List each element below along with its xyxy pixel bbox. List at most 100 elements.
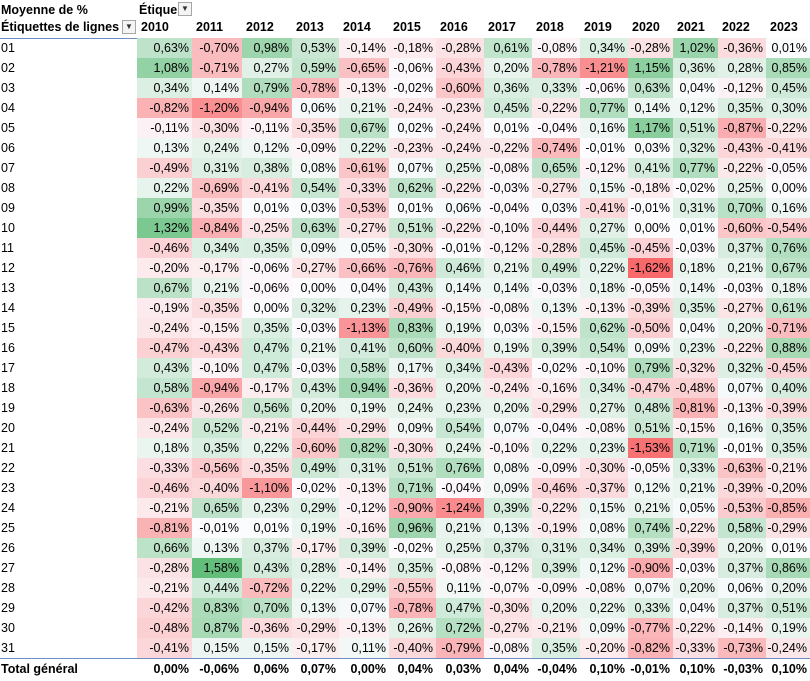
row-label[interactable]: 22 — [1, 461, 15, 475]
value-cell[interactable]: -0,01% — [192, 518, 242, 538]
value-cell[interactable]: 0,62% — [580, 318, 628, 338]
value-cell[interactable]: -0,40% — [192, 478, 242, 498]
value-cell[interactable]: 0,45% — [766, 78, 810, 98]
value-cell[interactable]: -0,13% — [339, 618, 389, 638]
value-cell[interactable]: 0,21% — [628, 498, 673, 518]
total-cell[interactable]: 0,10% — [771, 662, 807, 676]
value-cell[interactable]: 0,35% — [242, 318, 292, 338]
value-cell[interactable]: -0,44% — [532, 218, 580, 238]
value-cell[interactable]: -0,22% — [766, 118, 810, 138]
value-cell[interactable]: 0,14% — [436, 278, 484, 298]
value-cell[interactable]: 0,22% — [339, 138, 389, 158]
value-cell[interactable]: -0,18% — [628, 178, 673, 198]
value-cell[interactable]: -0,20% — [580, 638, 628, 658]
value-cell[interactable]: 0,20% — [718, 538, 766, 558]
value-cell[interactable]: 0,77% — [673, 158, 718, 178]
row-label[interactable]: 07 — [1, 161, 15, 175]
value-cell[interactable]: -0,35% — [192, 198, 242, 218]
value-cell[interactable]: -0,17% — [242, 378, 292, 398]
value-cell[interactable]: -0,02% — [292, 478, 339, 498]
value-cell[interactable]: 0,30% — [766, 98, 810, 118]
value-cell[interactable]: -0,16% — [339, 518, 389, 538]
total-cell[interactable]: -0,06% — [199, 662, 239, 676]
value-cell[interactable]: 0,12% — [628, 478, 673, 498]
value-cell[interactable]: 0,63% — [292, 218, 339, 238]
value-cell[interactable]: 0,07% — [718, 378, 766, 398]
value-cell[interactable]: -0,09% — [532, 458, 580, 478]
total-cell[interactable]: 0,06% — [253, 662, 289, 676]
value-cell[interactable]: 0,15% — [192, 638, 242, 658]
value-cell[interactable]: 0,01% — [242, 198, 292, 218]
value-cell[interactable]: -0,85% — [766, 498, 810, 518]
value-cell[interactable]: 0,09% — [628, 338, 673, 358]
value-cell[interactable]: 0,11% — [339, 638, 389, 658]
value-cell[interactable]: -0,13% — [339, 78, 389, 98]
value-cell[interactable]: 0,54% — [292, 178, 339, 198]
value-cell[interactable]: -0,77% — [628, 618, 673, 638]
value-cell[interactable]: 0,35% — [673, 298, 718, 318]
value-cell[interactable]: -0,53% — [339, 198, 389, 218]
value-cell[interactable]: -0,18% — [389, 38, 436, 58]
value-cell[interactable]: 0,13% — [484, 518, 532, 538]
value-cell[interactable]: -0,10% — [484, 438, 532, 458]
value-cell[interactable]: -0,94% — [192, 378, 242, 398]
value-cell[interactable]: 0,06% — [718, 578, 766, 598]
value-cell[interactable]: -0,22% — [484, 138, 532, 158]
value-cell[interactable]: -0,24% — [389, 98, 436, 118]
row-label[interactable]: 15 — [1, 321, 15, 335]
value-cell[interactable]: 0,26% — [389, 618, 436, 638]
value-cell[interactable]: -0,10% — [484, 218, 532, 238]
value-cell[interactable]: 0,67% — [137, 278, 192, 298]
value-cell[interactable]: 0,39% — [484, 498, 532, 518]
value-cell[interactable]: 1,17% — [628, 118, 673, 138]
row-label[interactable]: 21 — [1, 441, 15, 455]
value-cell[interactable]: -0,36% — [389, 378, 436, 398]
value-cell[interactable]: 0,51% — [389, 458, 436, 478]
value-cell[interactable]: -0,21% — [137, 498, 192, 518]
value-cell[interactable]: -0,69% — [192, 178, 242, 198]
column-filter-dropdown-icon[interactable]: ▼ — [178, 2, 192, 16]
value-cell[interactable]: -0,60% — [436, 78, 484, 98]
value-cell[interactable]: 0,15% — [242, 638, 292, 658]
value-cell[interactable]: 0,65% — [532, 158, 580, 178]
value-cell[interactable]: 0,02% — [389, 118, 436, 138]
value-cell[interactable]: 0,25% — [436, 158, 484, 178]
value-cell[interactable]: -0,29% — [532, 398, 580, 418]
value-cell[interactable]: 0,13% — [532, 298, 580, 318]
value-cell[interactable]: 0,21% — [673, 478, 718, 498]
value-cell[interactable]: -1,20% — [192, 98, 242, 118]
value-cell[interactable]: -0,20% — [766, 478, 810, 498]
value-cell[interactable]: -0,79% — [436, 638, 484, 658]
value-cell[interactable]: 0,25% — [718, 178, 766, 198]
value-cell[interactable]: -0,11% — [137, 118, 192, 138]
value-cell[interactable]: -0,10% — [192, 358, 242, 378]
value-cell[interactable]: -0,04% — [532, 418, 580, 438]
value-cell[interactable]: 0,23% — [673, 338, 718, 358]
value-cell[interactable]: -0,43% — [192, 338, 242, 358]
value-cell[interactable]: -0,47% — [137, 338, 192, 358]
value-cell[interactable]: 0,35% — [718, 98, 766, 118]
value-cell[interactable]: 0,99% — [137, 198, 192, 218]
value-cell[interactable]: -0,20% — [137, 258, 192, 278]
value-cell[interactable]: -0,21% — [242, 418, 292, 438]
value-cell[interactable]: 0,34% — [580, 538, 628, 558]
value-cell[interactable]: 0,07% — [628, 578, 673, 598]
value-cell[interactable]: -0,22% — [718, 338, 766, 358]
value-cell[interactable]: -0,78% — [389, 598, 436, 618]
value-cell[interactable]: 0,76% — [436, 458, 484, 478]
value-cell[interactable]: 0,37% — [718, 238, 766, 258]
value-cell[interactable]: 0,38% — [242, 158, 292, 178]
value-cell[interactable]: 0,37% — [718, 598, 766, 618]
value-cell[interactable]: 0,44% — [192, 578, 242, 598]
value-cell[interactable]: 0,34% — [580, 378, 628, 398]
value-cell[interactable]: 0,22% — [242, 438, 292, 458]
value-cell[interactable]: 0,00% — [292, 278, 339, 298]
value-cell[interactable]: 0,49% — [292, 458, 339, 478]
value-cell[interactable]: -0,01% — [580, 138, 628, 158]
value-cell[interactable]: 0,63% — [137, 38, 192, 58]
value-cell[interactable]: -0,33% — [673, 638, 718, 658]
value-cell[interactable]: -0,22% — [436, 178, 484, 198]
value-cell[interactable]: -0,46% — [137, 478, 192, 498]
value-cell[interactable]: -0,04% — [484, 198, 532, 218]
value-cell[interactable]: 0,00% — [628, 218, 673, 238]
